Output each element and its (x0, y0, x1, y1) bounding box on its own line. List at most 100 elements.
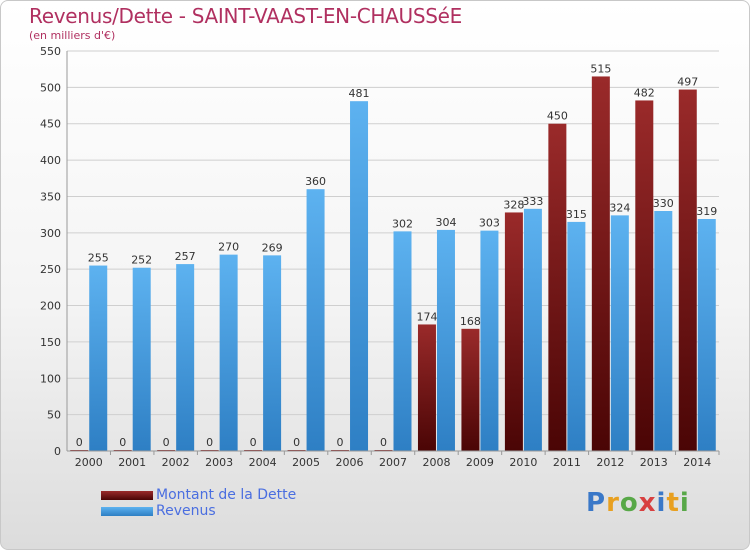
value-label-dette: 0 (337, 436, 344, 449)
value-label-dette: 497 (677, 76, 698, 89)
bar-dette (678, 89, 697, 451)
bar-revenus (393, 231, 412, 451)
value-label-dette: 168 (460, 315, 481, 328)
legend-label-revenus: Revenus (156, 503, 216, 519)
value-label-revenus: 324 (609, 201, 630, 214)
bar-dette (635, 100, 654, 452)
logo-letter: t (666, 488, 680, 518)
x-tick-label: 2006 (336, 456, 364, 469)
y-tick-label: 300 (40, 227, 61, 240)
bar-revenus (436, 229, 455, 451)
bar-revenus (523, 208, 542, 451)
chart-title: Revenus/Dette - SAINT-VAAST-EN-CHAUSSéE (29, 4, 462, 28)
logo-letter: P (586, 488, 607, 518)
y-tick-label: 50 (47, 409, 61, 422)
bar-revenus (610, 215, 629, 451)
x-tick-label: 2009 (466, 456, 494, 469)
value-label-dette: 0 (163, 436, 170, 449)
y-tick-label: 250 (40, 263, 61, 276)
value-label-revenus: 481 (349, 87, 370, 100)
value-label-dette: 0 (76, 436, 83, 449)
x-tick-label: 2003 (205, 456, 233, 469)
value-label-dette: 328 (503, 198, 524, 211)
bar-revenus (263, 255, 282, 451)
value-label-revenus: 252 (131, 254, 152, 267)
bar-revenus (89, 265, 108, 451)
logo-letter: i (656, 488, 667, 518)
value-label-dette: 0 (206, 436, 213, 449)
y-tick-label: 350 (40, 190, 61, 203)
bar-dette (417, 324, 436, 451)
bar-dette (504, 212, 523, 451)
value-label-dette: 450 (547, 110, 568, 123)
x-tick-label: 2012 (596, 456, 624, 469)
value-label-revenus: 257 (175, 250, 196, 263)
bar-revenus (654, 211, 673, 451)
value-label-revenus: 255 (88, 252, 109, 265)
legend-label-dette: Montant de la Dette (156, 487, 297, 503)
x-tick-label: 2007 (379, 456, 407, 469)
value-label-revenus: 302 (392, 217, 413, 230)
bar-revenus (480, 230, 499, 451)
y-tick-label: 200 (40, 300, 61, 313)
bar-revenus (350, 101, 369, 451)
legend-swatch-dette (101, 490, 153, 500)
bar-revenus (132, 267, 151, 451)
y-tick-label: 550 (40, 45, 61, 58)
logo-letter: r (606, 488, 620, 518)
value-label-revenus: 330 (653, 197, 674, 210)
value-label-dette: 0 (119, 436, 126, 449)
bar-dette (591, 76, 610, 452)
x-tick-label: 2001 (118, 456, 146, 469)
bar-dette (461, 328, 480, 451)
value-label-revenus: 333 (522, 195, 543, 208)
x-tick-label: 2010 (509, 456, 537, 469)
logo-letter: x (638, 488, 657, 518)
bar-dette (548, 123, 567, 452)
logo-letter: i (679, 488, 690, 518)
x-tick-label: 2013 (640, 456, 668, 469)
value-label-revenus: 269 (262, 241, 283, 254)
chart-subtitle: (en milliers d'€) (29, 29, 116, 42)
value-label-dette: 515 (590, 62, 611, 75)
y-tick-label: 500 (40, 81, 61, 94)
bar-revenus (697, 219, 716, 451)
bar-revenus (306, 189, 325, 451)
value-label-dette: 0 (250, 436, 257, 449)
bar-revenus (567, 221, 586, 451)
value-label-revenus: 319 (696, 205, 717, 218)
bar-revenus (219, 254, 238, 451)
value-label-dette: 0 (380, 436, 387, 449)
legend-item-revenus: Revenus (101, 503, 296, 519)
y-tick-label: 450 (40, 118, 61, 131)
y-tick-label: 100 (40, 372, 61, 385)
y-tick-label: 150 (40, 336, 61, 349)
legend: Montant de la Dette Revenus (101, 487, 296, 519)
value-label-dette: 174 (416, 310, 437, 323)
x-axis: 2000 2001 2002 2003 2004 2005 2006 2007 2008 2009… (67, 450, 720, 469)
y-tick-label: 0 (54, 445, 61, 458)
x-tick-label: 2005 (292, 456, 320, 469)
value-label-revenus: 303 (479, 217, 500, 230)
x-tick-label: 2002 (162, 456, 190, 469)
y-tick-label: 400 (40, 154, 61, 167)
logo-letter: o (619, 488, 639, 518)
x-tick-label: 2000 (75, 456, 103, 469)
proxiti-logo: Proxiti (586, 488, 690, 518)
legend-item-dette: Montant de la Dette (101, 487, 296, 503)
legend-swatch-revenus (101, 506, 153, 516)
bar-revenus (176, 264, 195, 451)
value-label-dette: 482 (634, 86, 655, 99)
value-label-dette: 0 (293, 436, 300, 449)
value-label-revenus: 304 (435, 216, 456, 229)
x-tick-label: 2004 (249, 456, 277, 469)
x-tick-label: 2008 (422, 456, 450, 469)
value-label-revenus: 270 (218, 241, 239, 254)
y-axis: 0 50 100 150 200 250 300 350 400 450 500 550 (40, 45, 68, 458)
x-tick-label: 2014 (683, 456, 711, 469)
value-label-revenus: 315 (566, 208, 587, 221)
x-tick-label: 2011 (553, 456, 581, 469)
bars: 0 255 0 252 0 257 0 270 0 269 0 360 0 481 0 302 174 304 16… (70, 62, 717, 452)
